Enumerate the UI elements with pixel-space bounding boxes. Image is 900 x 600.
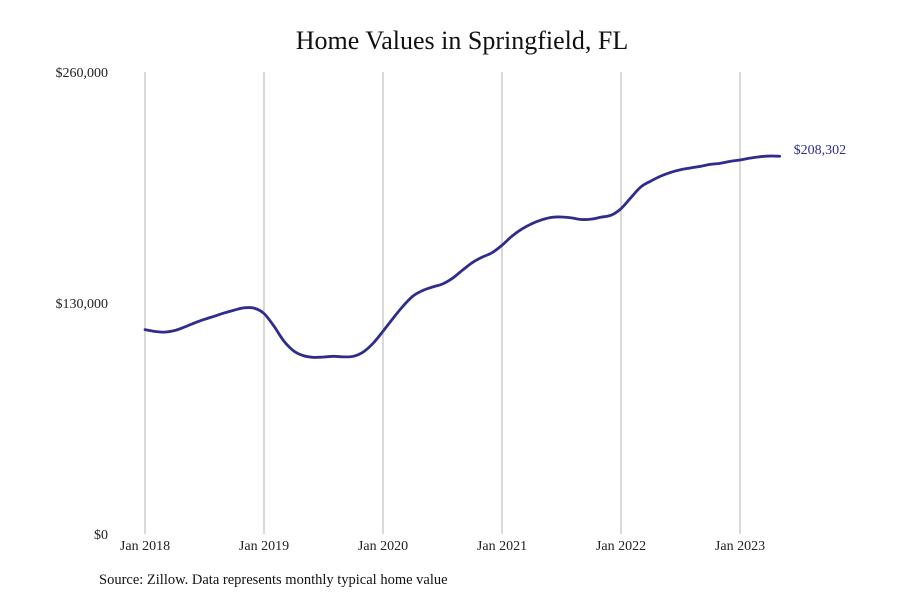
y-tick-label: $260,000 xyxy=(56,66,109,81)
source-note: Source: Zillow. Data represents monthly … xyxy=(99,572,448,588)
x-tick-label: Jan 2019 xyxy=(239,539,289,554)
chart-title: Home Values in Springfield, FL xyxy=(295,26,629,55)
x-tick-label: Jan 2022 xyxy=(596,539,646,554)
x-axis-tick-labels: Jan 2018 Jan 2019 Jan 2020 Jan 2021 Jan 2022… xyxy=(120,539,765,554)
end-label-layer: $208,302 xyxy=(794,143,847,158)
vertical-gridlines xyxy=(144,72,741,534)
end-value-label: $208,302 xyxy=(794,143,847,158)
y-tick-label: $0 xyxy=(94,528,108,543)
x-tick-label: Jan 2020 xyxy=(358,539,408,554)
x-tick-label: Jan 2018 xyxy=(120,539,170,554)
y-axis-tick-labels: $0 $130,000 $260,000 xyxy=(56,66,109,543)
x-tick-label: Jan 2021 xyxy=(477,539,527,554)
x-tick-label: Jan 2023 xyxy=(715,539,765,554)
series-line-0 xyxy=(143,154,782,359)
y-tick-label: $130,000 xyxy=(56,297,109,312)
series-layer xyxy=(143,154,782,359)
